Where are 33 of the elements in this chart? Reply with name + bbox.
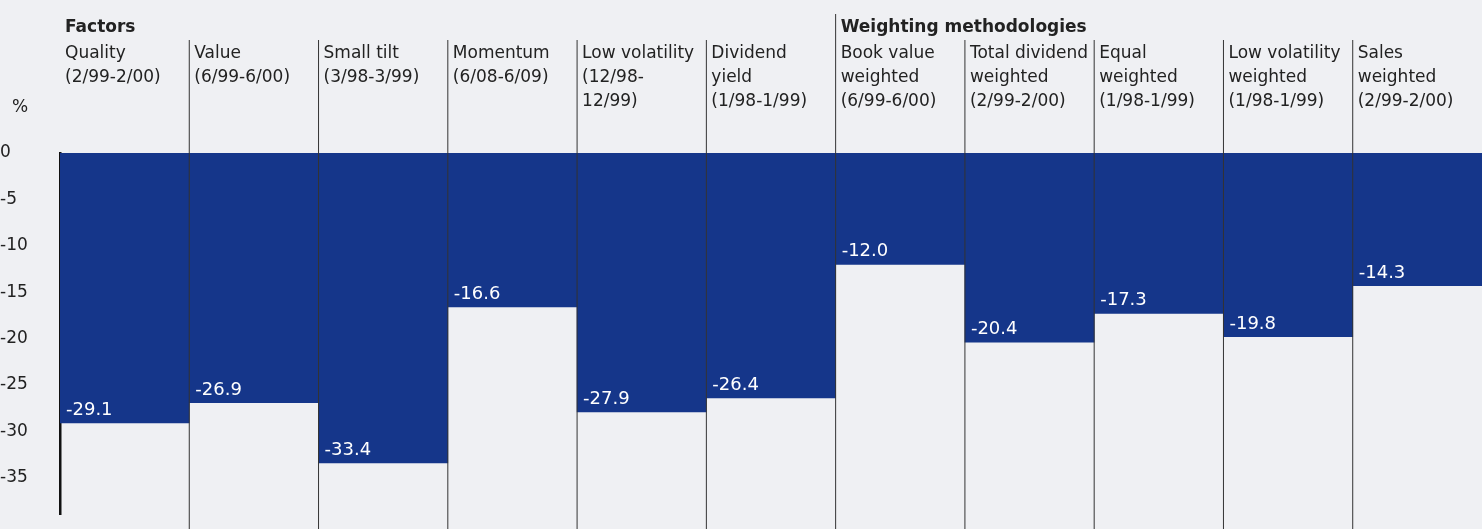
- data-label: -27.9: [583, 386, 630, 408]
- x-tick-label: Total dividend weighted (2/99-2/00): [968, 42, 1089, 110]
- y-tick-label: -30: [0, 419, 28, 440]
- y-tick-label: 0: [0, 141, 11, 162]
- data-label: -26.4: [712, 372, 759, 394]
- x-tick-label: Dividend yield (1/98-1/99): [711, 42, 808, 110]
- y-tick-label: -20: [0, 326, 28, 347]
- text: Weighting methodologies: [840, 16, 1087, 36]
- data-label: -12.0: [841, 239, 889, 261]
- x-tick-label: Momentum (6/08-6/09): [452, 42, 550, 86]
- x-tick-label: Low volatility weighted (1/98-1/99): [1228, 42, 1341, 110]
- x-tick-label: Value (6/99-6/00): [194, 42, 291, 86]
- text: Factors: [65, 16, 136, 36]
- data-label: -19.8: [1229, 311, 1277, 333]
- x-tick-label: Quality (2/99-2/00): [65, 42, 161, 86]
- y-axis-title: %: [12, 96, 29, 116]
- data-label: -20.4: [970, 317, 1018, 339]
- y-tick-label: -35: [0, 466, 28, 487]
- data-label: -29.1: [66, 397, 113, 419]
- data-label: -17.3: [1100, 288, 1147, 310]
- x-tick-label: Low volatility (12/98- 12/99): [582, 42, 695, 110]
- data-label: -33.4: [324, 437, 372, 459]
- y-tick-label: -15: [0, 280, 28, 301]
- x-tick-label: Equal weighted (1/98-1/99): [1099, 42, 1195, 110]
- y-tick-label: -10: [0, 234, 28, 255]
- y-tick-label: -25: [0, 373, 28, 394]
- data-label: -14.3: [1358, 260, 1406, 282]
- x-tick-label: Book value weighted (6/99-6/00): [840, 42, 937, 110]
- x-tick-label: Small tilt (3/98-3/99): [323, 42, 420, 86]
- x-tick-label: Sales weighted (2/99-2/00): [1357, 42, 1454, 110]
- data-label: -26.9: [195, 377, 242, 399]
- data-label: -16.6: [453, 282, 501, 303]
- y-tick-label: -5: [0, 187, 17, 208]
